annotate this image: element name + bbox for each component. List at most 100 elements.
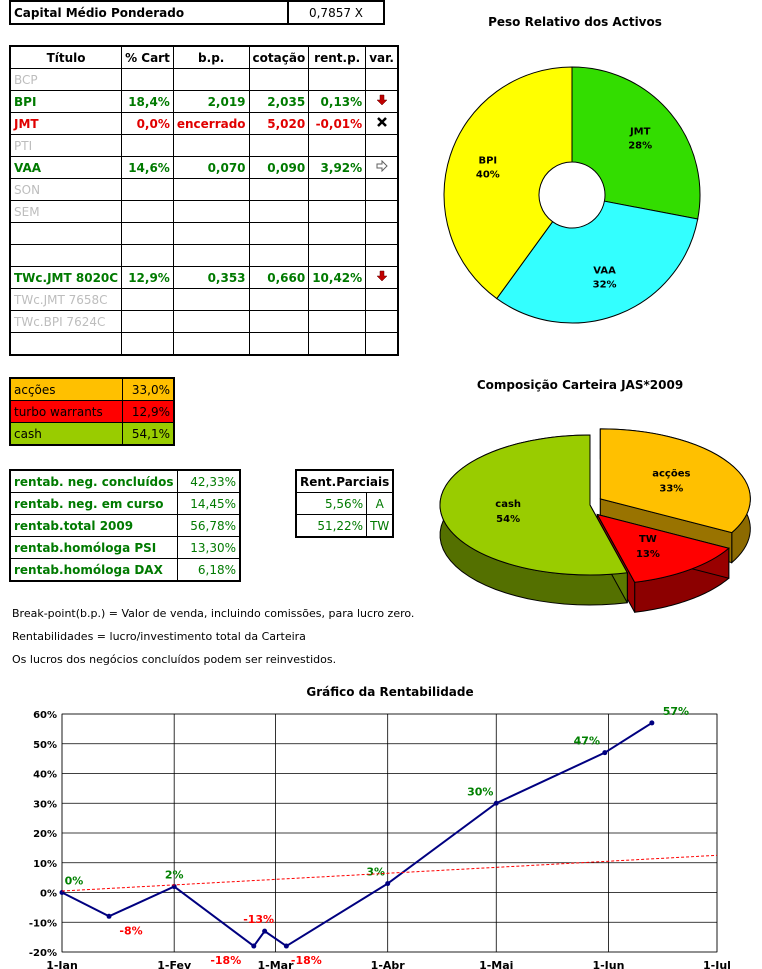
data-label: 47% — [574, 735, 600, 748]
x-tick-label: 1-Mai — [479, 959, 513, 969]
returns-value: 13,30% — [176, 536, 241, 559]
cell-var — [365, 68, 399, 91]
donut-label: JMT — [629, 127, 651, 138]
composition-row: cash 54,1% — [9, 422, 175, 446]
y-tick-label: 30% — [33, 799, 57, 810]
cell-titulo: BPI — [9, 90, 123, 113]
cell-rent — [308, 200, 367, 223]
cell-bp: 0,070 — [172, 156, 250, 179]
cell-rent — [308, 288, 367, 311]
arrow-down-icon — [375, 94, 388, 106]
data-point — [283, 943, 289, 949]
cell-bp — [172, 68, 250, 91]
assets-table: Título % Cart b.p. cotação rent.p. var. … — [9, 45, 399, 356]
note-rentabilidades: Rentabilidades = lucro/investimento tota… — [12, 630, 306, 643]
cell-titulo — [9, 222, 123, 245]
cell-titulo: SON — [9, 178, 123, 201]
data-label: -13% — [243, 913, 274, 926]
data-label: 2% — [165, 869, 184, 882]
cell-bp: 0,353 — [172, 266, 250, 289]
table-row: TWc.JMT 7658C — [9, 288, 399, 311]
data-label: 3% — [366, 866, 385, 879]
cell-cart — [121, 200, 174, 223]
cell-rent: 0,13% — [308, 90, 367, 113]
data-point — [262, 928, 268, 934]
cell-titulo: JMT — [9, 112, 123, 135]
partials-value: 51,22% — [295, 514, 368, 538]
returns-row: rentab. neg. concluídos 42,33% — [9, 469, 241, 493]
table-row: JMT 0,0% encerrado 5,020 -0,01% — [9, 112, 399, 135]
donut-slice-vaa — [496, 200, 699, 324]
composition-label: cash — [9, 422, 123, 446]
cell-var — [365, 244, 399, 267]
returns-row: rentab.homóloga PSI 13,30% — [9, 536, 241, 559]
composition-value: 12,9% — [122, 400, 175, 423]
returns-label: rentab. neg. em curso — [9, 492, 178, 515]
cell-cart: 0,0% — [121, 112, 174, 135]
cell-cart — [121, 288, 174, 311]
cell-cot: 2,035 — [248, 90, 310, 113]
cell-var — [365, 178, 399, 201]
header-cotacao: cotação — [248, 45, 310, 69]
y-tick-label: 60% — [33, 710, 57, 721]
cell-titulo: TWc.JMT 7658C — [9, 288, 123, 311]
pie3d-slice-acções — [599, 428, 751, 534]
data-point — [649, 720, 655, 726]
cell-cart — [121, 310, 174, 333]
returns-value: 6,18% — [176, 558, 241, 582]
capital-table: Capital Médio Ponderado 0,7857 X — [9, 0, 385, 25]
capital-label: Capital Médio Ponderado — [9, 0, 289, 25]
header-var: var. — [365, 45, 399, 69]
composition-value: 33,0% — [122, 377, 175, 401]
y-tick-label: 50% — [33, 740, 57, 751]
cell-var — [365, 134, 399, 157]
pie3d-value: 13% — [636, 549, 660, 560]
composition-row: acções 33,0% — [9, 377, 175, 401]
donut-chart: JMT 28% VAA 32% BPI 40% — [443, 66, 701, 324]
returns-label: rentab.total 2009 — [9, 514, 178, 537]
table-row: SEM — [9, 200, 399, 223]
header-titulo: Título — [9, 45, 123, 69]
table-row: SON — [9, 178, 399, 201]
table-row: PTI — [9, 134, 399, 157]
cell-cart — [121, 244, 174, 267]
donut-title: Peso Relativo dos Activos — [488, 15, 662, 29]
cell-var — [365, 222, 399, 245]
cell-bp — [172, 288, 250, 311]
returns-row: rentab. neg. em curso 14,45% — [9, 492, 241, 515]
cell-bp — [172, 134, 250, 157]
composition-label: acções — [9, 377, 123, 401]
cell-bp — [172, 332, 250, 356]
pie3d-label: acções — [652, 468, 690, 479]
note-breakpoint: Break-point(b.p.) = Valor de venda, incl… — [12, 607, 415, 620]
x-tick-label: 1-Jun — [592, 959, 624, 969]
returns-label: rentab. neg. concluídos — [9, 469, 178, 493]
cell-bp — [172, 244, 250, 267]
data-point — [251, 943, 257, 949]
cell-rent — [308, 244, 367, 267]
y-tick-label: -20% — [29, 948, 57, 959]
cell-titulo: SEM — [9, 200, 123, 223]
data-label: 57% — [663, 705, 689, 718]
pie3d-chart: acções 33% TW 13% cash 54% — [439, 428, 751, 613]
cell-rent — [308, 310, 367, 333]
header-rent: rent.p. — [308, 45, 367, 69]
cell-var — [365, 310, 399, 333]
partials-tag: TW — [366, 514, 394, 538]
cell-rent — [308, 178, 367, 201]
arrow-right-icon — [376, 159, 388, 173]
cell-cot — [248, 134, 310, 157]
cell-titulo — [9, 332, 123, 356]
note-lucros: Os lucros dos negócios concluídos podem … — [12, 653, 337, 666]
cell-cart — [121, 178, 174, 201]
line-chart: -20% -10% 0% 10% 20% 30% 40% 50% 60% 1-Jan 1-Fev 1-… — [29, 705, 731, 969]
closed-x-icon — [376, 117, 387, 127]
pie3d-label: TW — [639, 534, 657, 545]
data-label: -8% — [119, 924, 142, 937]
cell-cot — [248, 200, 310, 223]
donut-slice-jmt — [571, 66, 701, 220]
pie3d-slice-tw — [596, 513, 730, 583]
cell-cot — [248, 222, 310, 245]
returns-table: rentab. neg. concluídos 42,33% rentab. neg… — [9, 469, 241, 582]
donut-value: 28% — [628, 141, 652, 152]
